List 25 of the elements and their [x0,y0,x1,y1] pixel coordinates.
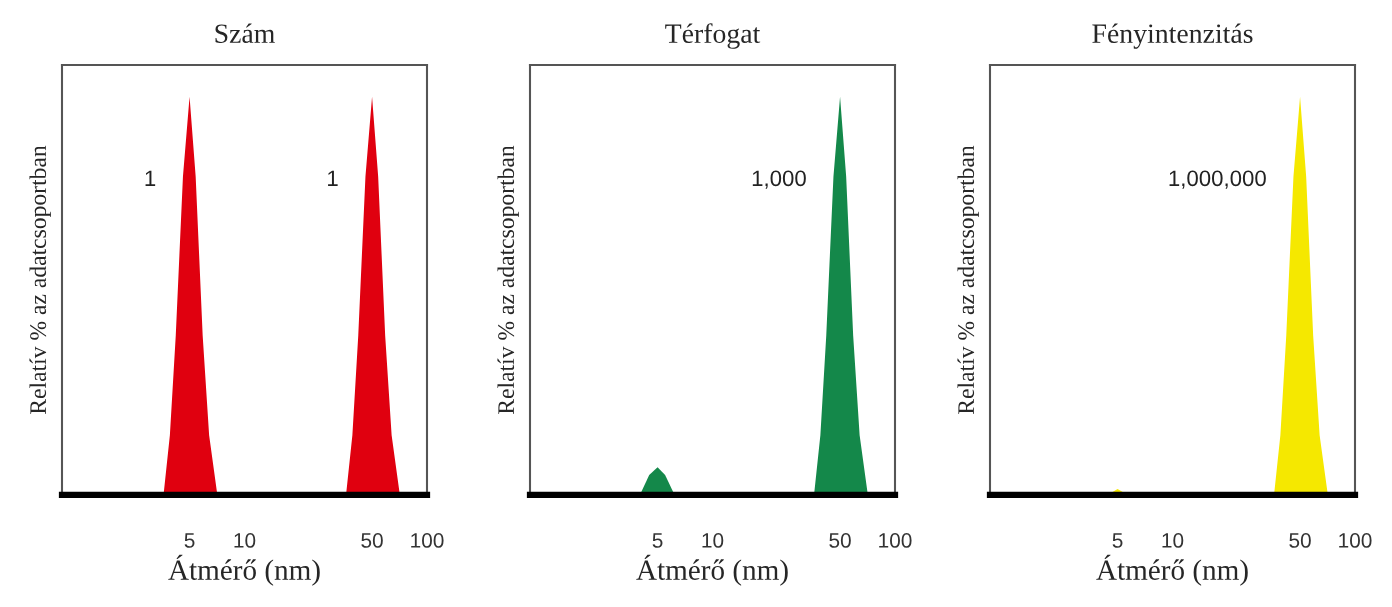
y-axis-title: Relatív % az adatcsoportban [497,145,519,415]
x-tick-label: 50 [829,533,851,548]
x-tick-label: 100 [1339,533,1372,548]
annotation: 1,000,000 [1169,170,1266,189]
y-axis-title: Relatív % az adatcsoportban [957,145,979,415]
x-tick-label: 10 [702,533,724,548]
chart-title: Szám [215,23,275,44]
x-tick-label: 50 [1289,533,1311,548]
x-tick-label: 100 [879,533,912,548]
x-axis-title: Átmérő (nm) [636,554,788,586]
chart-title: Térfogat [665,23,761,49]
x-tick-label: 5 [1112,533,1123,548]
x-tick-label: 5 [652,533,663,548]
x-tick-label: 100 [411,533,444,548]
x-axis-title: Átmérő (nm) [168,554,320,586]
annotation: 1 [328,170,338,186]
x-tick-label: 5 [184,533,195,548]
x-tick-label: 10 [234,533,256,548]
x-tick-label: 10 [1162,533,1184,548]
y-axis-title: Relatív % az adatcsoportban [29,145,51,415]
x-tick-label: 50 [361,533,383,548]
annotation: 1 [145,170,156,186]
annotation: 1,000 [752,170,806,189]
chart-title: Fényintenzitás [1092,23,1253,49]
x-axis-title: Átmérő (nm) [1096,554,1248,586]
